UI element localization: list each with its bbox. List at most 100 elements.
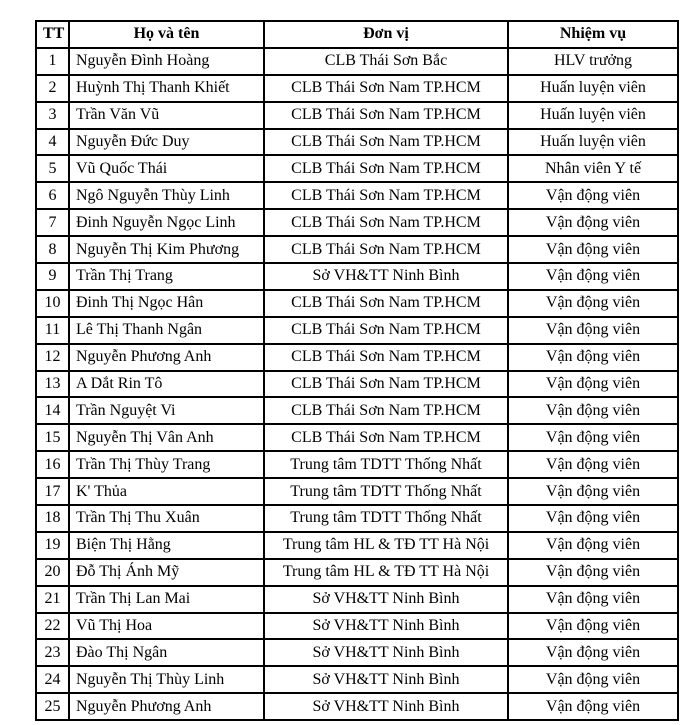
cell-tt: 16 xyxy=(35,450,70,480)
cell-role: Vận động viên xyxy=(507,665,679,695)
cell-tt: 1 xyxy=(35,46,70,76)
cell-tt: 17 xyxy=(35,477,70,507)
table-row: 4 Nguyễn Đức Duy CLB Thái Sơn Nam TP.HCM Hu… xyxy=(35,127,679,157)
cell-role: Vận động viên xyxy=(507,342,679,372)
table-row: 25 Nguyễn Phương Anh Sở VH&TT Ninh Bình Vận… xyxy=(35,692,679,722)
cell-unit: CLB Thái Sơn Nam TP.HCM xyxy=(263,369,509,399)
cell-tt: 3 xyxy=(35,100,70,130)
cell-tt: 6 xyxy=(35,181,70,211)
cell-role: Vận động viên xyxy=(507,423,679,453)
cell-tt: 20 xyxy=(35,557,70,587)
table-row: 10 Đinh Thị Ngọc Hân CLB Thái Sơn Nam TP.H… xyxy=(35,288,679,318)
cell-tt: 9 xyxy=(35,262,70,291)
cell-role: Vận động viên xyxy=(507,557,679,587)
table-row: 2 Huỳnh Thị Thanh Khiết CLB Thái Sơn Nam T… xyxy=(35,73,679,103)
cell-unit: CLB Thái Sơn Nam TP.HCM xyxy=(263,288,509,318)
cell-unit: CLB Thái Sơn Bắc xyxy=(263,46,509,76)
cell-name: Lê Thị Thanh Ngân xyxy=(68,315,265,345)
cell-role: Vận động viên xyxy=(507,450,679,480)
cell-name: Vũ Thị Hoa xyxy=(68,611,265,641)
cell-tt: 23 xyxy=(35,638,70,668)
table-row: 16 Trần Thị Thùy Trang Trung tâm TDTT Thốn… xyxy=(35,450,679,480)
cell-unit: Sở VH&TT Ninh Bình xyxy=(263,611,509,641)
cell-role: Huấn luyện viên xyxy=(507,127,679,157)
cell-tt: 21 xyxy=(35,584,70,614)
table-row: 5 Vũ Quốc Thái CLB Thái Sơn Nam TP.HCM Nhân… xyxy=(35,154,679,184)
cell-name: Nguyễn Phương Anh xyxy=(68,342,265,372)
cell-unit: CLB Thái Sơn Nam TP.HCM xyxy=(263,342,509,372)
cell-unit: Sở VH&TT Ninh Bình xyxy=(263,665,509,695)
cell-name: Trần Nguyệt Vi xyxy=(68,396,265,426)
cell-role: Huấn luyện viên xyxy=(507,73,679,103)
header-cell-name: Họ và tên xyxy=(68,20,265,49)
cell-role: Huấn luyện viên xyxy=(507,100,679,130)
cell-role: Vận động viên xyxy=(507,504,679,533)
cell-role: Vận động viên xyxy=(507,692,679,722)
cell-unit: Sở VH&TT Ninh Bình xyxy=(263,638,509,668)
cell-unit: CLB Thái Sơn Nam TP.HCM xyxy=(263,235,509,265)
cell-unit: CLB Thái Sơn Nam TP.HCM xyxy=(263,127,509,157)
cell-unit: CLB Thái Sơn Nam TP.HCM xyxy=(263,208,509,238)
header-cell-tt: TT xyxy=(35,20,70,49)
table-row: 21 Trần Thị Lan Mai Sở VH&TT Ninh Bình Vận … xyxy=(35,584,679,614)
cell-role: Vận động viên xyxy=(507,369,679,399)
cell-name: Trần Thị Trang xyxy=(68,262,265,291)
cell-role: Vận động viên xyxy=(507,208,679,238)
header-cell-unit: Đơn vị xyxy=(263,20,509,49)
cell-unit: Trung tâm HL & TĐ TT Hà Nội xyxy=(263,530,509,560)
cell-tt: 14 xyxy=(35,396,70,426)
cell-name: Đinh Thị Ngọc Hân xyxy=(68,288,265,318)
cell-name: Nguyễn Đình Hoàng xyxy=(68,46,265,76)
table-row: 3 Trần Văn Vũ CLB Thái Sơn Nam TP.HCM Huấn … xyxy=(35,100,679,130)
table-row: 23 Đào Thị Ngân Sở VH&TT Ninh Bình Vận động… xyxy=(35,638,679,668)
cell-name: Huỳnh Thị Thanh Khiết xyxy=(68,73,265,103)
roster-table: TT Họ và tên Đơn vị Nhiệm vụ 1 Nguyễn Đìn… xyxy=(35,20,679,722)
table-row: 12 Nguyễn Phương Anh CLB Thái Sơn Nam TP.H… xyxy=(35,342,679,372)
table-row: 14 Trần Nguyệt Vi CLB Thái Sơn Nam TP.HCM V… xyxy=(35,396,679,426)
cell-role: Vận động viên xyxy=(507,611,679,641)
cell-tt: 8 xyxy=(35,235,70,265)
cell-name: Trần Văn Vũ xyxy=(68,100,265,130)
table-row: 24 Nguyễn Thị Thùy Linh Sở VH&TT Ninh Bình… xyxy=(35,665,679,695)
cell-name: Nguyễn Thị Kim Phương xyxy=(68,235,265,265)
table-row: 9 Trần Thị Trang Sở VH&TT Ninh Bình Vận độn… xyxy=(35,262,679,291)
cell-unit: CLB Thái Sơn Nam TP.HCM xyxy=(263,154,509,184)
table-body: 1 Nguyễn Đình Hoàng CLB Thái Sơn Bắc HLV tr… xyxy=(35,46,679,722)
cell-tt: 5 xyxy=(35,154,70,184)
table-row: 1 Nguyễn Đình Hoàng CLB Thái Sơn Bắc HLV tr… xyxy=(35,46,679,76)
cell-tt: 24 xyxy=(35,665,70,695)
table-row: 11 Lê Thị Thanh Ngân CLB Thái Sơn Nam TP.H… xyxy=(35,315,679,345)
table-row: 17 K' Thủa Trung tâm TDTT Thống Nhất Vận độ… xyxy=(35,477,679,507)
cell-name: Đào Thị Ngân xyxy=(68,638,265,668)
cell-role: Vận động viên xyxy=(507,262,679,291)
table-row: 13 A Dắt Rin Tô CLB Thái Sơn Nam TP.HCM Vận… xyxy=(35,369,679,399)
table-header: TT Họ và tên Đơn vị Nhiệm vụ xyxy=(35,20,679,49)
cell-name: Vũ Quốc Thái xyxy=(68,154,265,184)
cell-tt: 19 xyxy=(35,530,70,560)
cell-tt: 13 xyxy=(35,369,70,399)
cell-role: Vận động viên xyxy=(507,235,679,265)
table-row: 6 Ngô Nguyễn Thùy Linh CLB Thái Sơn Nam TP… xyxy=(35,181,679,211)
cell-unit: CLB Thái Sơn Nam TP.HCM xyxy=(263,181,509,211)
cell-name: Đinh Nguyễn Ngọc Linh xyxy=(68,208,265,238)
cell-name: Trần Thị Thùy Trang xyxy=(68,450,265,480)
cell-name: Ngô Nguyễn Thùy Linh xyxy=(68,181,265,211)
cell-role: Vận động viên xyxy=(507,477,679,507)
cell-tt: 10 xyxy=(35,288,70,318)
cell-unit: CLB Thái Sơn Nam TP.HCM xyxy=(263,396,509,426)
cell-name: Nguyễn Thị Vân Anh xyxy=(68,423,265,453)
cell-tt: 2 xyxy=(35,73,70,103)
cell-unit: Trung tâm TDTT Thống Nhất xyxy=(263,450,509,480)
cell-tt: 18 xyxy=(35,504,70,533)
table-row: 8 Nguyễn Thị Kim Phương CLB Thái Sơn Nam T… xyxy=(35,235,679,265)
cell-unit: CLB Thái Sơn Nam TP.HCM xyxy=(263,315,509,345)
cell-role: Vận động viên xyxy=(507,288,679,318)
cell-unit: Sở VH&TT Ninh Bình xyxy=(263,262,509,291)
table-row: 15 Nguyễn Thị Vân Anh CLB Thái Sơn Nam TP.… xyxy=(35,423,679,453)
cell-unit: CLB Thái Sơn Nam TP.HCM xyxy=(263,100,509,130)
cell-tt: 11 xyxy=(35,315,70,345)
cell-unit: Sở VH&TT Ninh Bình xyxy=(263,584,509,614)
cell-tt: 7 xyxy=(35,208,70,238)
table-row: 20 Đỗ Thị Ánh Mỹ Trung tâm HL & TĐ TT Hà N… xyxy=(35,557,679,587)
